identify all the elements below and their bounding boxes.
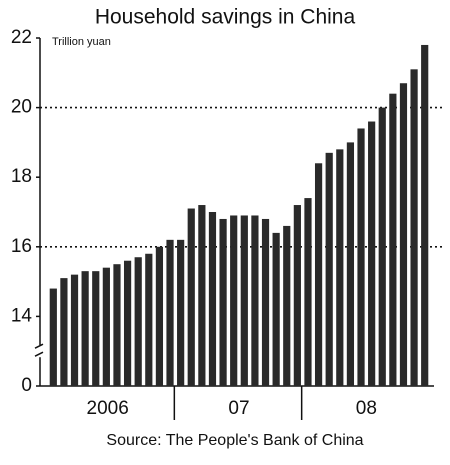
y-tick-label: 20: [11, 97, 32, 118]
bar: [378, 107, 386, 386]
bar: [230, 215, 238, 386]
bar: [166, 239, 174, 386]
axis-break-gap: [36, 345, 44, 358]
y-tick-label: 18: [11, 166, 32, 187]
bar: [208, 212, 217, 386]
y-tick-label: 16: [11, 236, 32, 257]
bar: [49, 288, 57, 386]
bar: [272, 232, 280, 386]
bar: [70, 274, 79, 386]
bar: [102, 267, 110, 386]
source-note: Source: The People's Bank of China: [106, 432, 363, 449]
bar: [60, 278, 68, 386]
bar: [410, 69, 418, 386]
bar: [240, 215, 248, 386]
bar: [134, 257, 142, 386]
bar: [357, 128, 365, 387]
y-tick-label: 0: [21, 375, 32, 396]
bar: [113, 264, 121, 386]
bar: [389, 93, 397, 387]
x-group-label: 07: [228, 398, 249, 419]
bar: [155, 246, 164, 386]
bar: [314, 163, 323, 386]
bar: [421, 44, 429, 387]
axis-break: [34, 343, 44, 357]
bar: [177, 239, 185, 386]
bar: [368, 121, 376, 387]
unit-label: Trillion yuan: [52, 36, 111, 48]
bar: [336, 149, 344, 386]
bar: [145, 253, 153, 386]
bar: [219, 218, 227, 386]
bar: [399, 83, 408, 387]
bar: [92, 271, 100, 386]
bar: [293, 205, 301, 386]
bar: [81, 271, 89, 386]
bar: [346, 142, 355, 386]
chart-title: Household savings in China: [95, 6, 356, 29]
x-group-label: 2006: [87, 398, 129, 419]
bar: [261, 218, 270, 386]
bar: [304, 198, 312, 386]
bar: [187, 208, 195, 386]
bar: [283, 225, 291, 386]
y-tick-label: 14: [11, 305, 33, 326]
y-tick-label: 22: [11, 27, 32, 48]
x-group-label: 08: [356, 398, 377, 419]
bar: [198, 205, 206, 386]
bar: [325, 152, 333, 386]
bar: [123, 260, 132, 386]
bar: [251, 215, 259, 386]
